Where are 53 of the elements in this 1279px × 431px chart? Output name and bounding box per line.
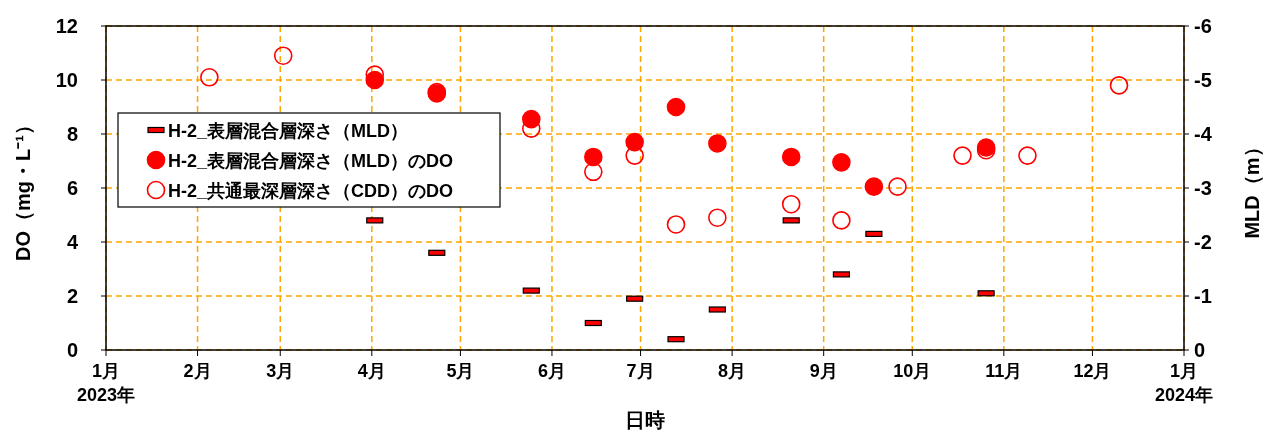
y-axis-title: DO（mg・L⁻¹） xyxy=(12,115,34,261)
point xyxy=(708,208,727,227)
x-tick-label: 11月 xyxy=(985,361,1023,381)
point xyxy=(365,70,385,90)
x-tick-label: 2月 xyxy=(183,361,212,381)
point xyxy=(953,146,972,165)
point xyxy=(832,153,851,172)
y-tick-label: 4 xyxy=(66,231,79,253)
x-axis-title: 日時 xyxy=(625,409,665,431)
x-tick-label: 1月 2023年 xyxy=(76,361,136,406)
point xyxy=(273,46,293,65)
x-tick-label: 10月 xyxy=(893,361,932,381)
point xyxy=(666,215,686,234)
point xyxy=(832,211,851,230)
legend-label: H-2_表層混合層深さ（MLD）のDO xyxy=(168,151,454,171)
x-tick-label: 9月 xyxy=(809,361,838,381)
x-tick-label: 12月 xyxy=(1073,361,1112,381)
y2-tick-label: -1 xyxy=(1194,285,1212,307)
y2-tick-label: -5 xyxy=(1194,69,1212,91)
x-tick-label: 6月 xyxy=(537,361,566,381)
y2-tick-label: -2 xyxy=(1194,231,1212,253)
y-tick-label: 10 xyxy=(55,69,78,91)
x-tick-label: 8月 xyxy=(718,361,747,381)
point xyxy=(1109,76,1129,95)
point xyxy=(781,194,801,214)
y-tick-label: 8 xyxy=(66,123,78,145)
y-tick-label: 2 xyxy=(66,285,78,307)
point xyxy=(200,68,219,87)
y2-tick-label: 0 xyxy=(1194,339,1206,361)
y-tick-label: 0 xyxy=(66,339,78,361)
y-tick-label: 12 xyxy=(55,15,78,37)
x-tick-label: 5月 xyxy=(446,361,475,381)
point xyxy=(781,147,801,167)
point xyxy=(625,132,644,152)
x-tick-label: 4月 xyxy=(357,361,386,381)
point xyxy=(584,162,603,182)
point xyxy=(1018,146,1037,165)
x-tick-label: 1月 2024年 xyxy=(1154,361,1214,406)
y2-axis-title: MLD（m） xyxy=(1241,137,1263,239)
point xyxy=(708,134,727,153)
y-tick-label: 6 xyxy=(66,177,78,199)
y2-tick-label: -4 xyxy=(1194,123,1213,145)
legend-label: H-2_共通最深層深さ（CDD）のDO xyxy=(168,181,454,201)
legend-label: H-2_表層混合層深さ（MLD） xyxy=(168,121,409,141)
point xyxy=(666,97,686,117)
x-tick-label: 3月 xyxy=(266,361,295,381)
point xyxy=(521,109,541,129)
x-tick-label: 7月 xyxy=(626,361,655,381)
point xyxy=(864,177,884,196)
point xyxy=(888,177,907,196)
point xyxy=(584,147,603,167)
y2-tick-label: -3 xyxy=(1194,177,1212,199)
y2-tick-label: -6 xyxy=(1194,15,1212,37)
